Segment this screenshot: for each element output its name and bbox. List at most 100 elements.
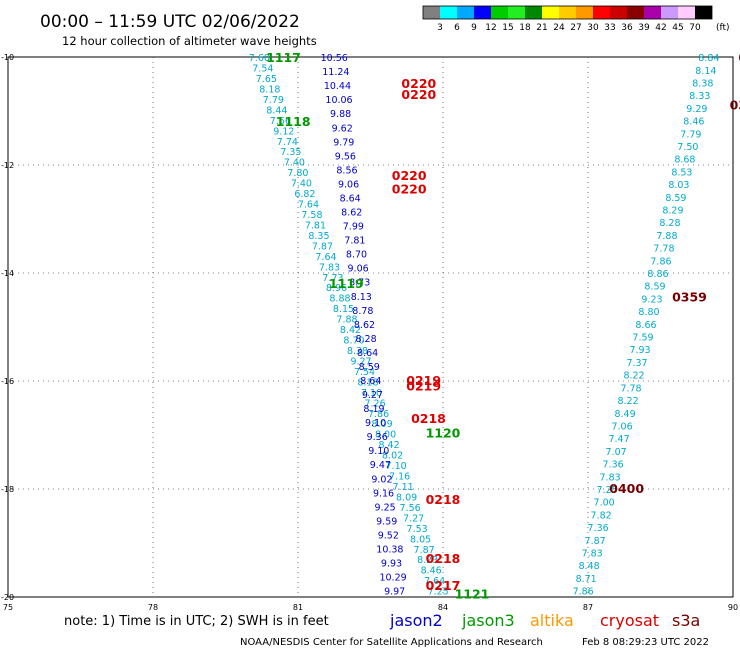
wave-height-value: 7.16: [389, 472, 410, 483]
pass-time-label: 1117: [266, 50, 301, 65]
wave-height-value: 8.42: [340, 325, 361, 336]
wave-height-value: 8.80: [638, 307, 659, 318]
wave-height-value: 8.38: [692, 78, 713, 89]
satellite-legend: jason2 jason3 altika cryosat s3a: [389, 611, 700, 630]
wave-height-value: 9.06: [338, 179, 359, 190]
wave-height-tracks: 7.607.547.658.187.798.447.569.127.747.35…: [249, 53, 720, 598]
wave-height-value: 8.66: [635, 320, 656, 331]
wave-height-value: 7.73: [322, 273, 343, 284]
colorbar-tick-label: 3: [437, 23, 443, 33]
latitude-label: -20: [1, 593, 14, 602]
legend-cryosat: cryosat: [600, 611, 659, 630]
colorbar-swatch: [440, 6, 457, 19]
colorbar-tick-label: 24: [553, 23, 565, 33]
pass-time-label: 0: [738, 50, 740, 65]
wave-height-value: 8.49: [614, 409, 635, 420]
colorbar-swatch: [508, 6, 525, 19]
wave-height-value: 9.88: [330, 109, 351, 120]
colorbar-outline: [422, 5, 713, 20]
wave-height-value: 9.36: [367, 432, 388, 443]
longitude-label: 78: [148, 603, 158, 612]
colorbar-tick-label: 12: [485, 23, 496, 33]
wave-height-value: 7.25: [597, 485, 618, 496]
wave-height-value: 9.25: [375, 502, 396, 513]
wave-height-value: 9.10: [368, 446, 389, 457]
pass-time-label: 0220: [392, 181, 427, 196]
wave-height-value: 7.06: [611, 421, 632, 432]
wave-height-value: 8.70: [343, 336, 364, 347]
wave-height-value: 8.29: [662, 206, 683, 217]
wave-height-value: 7.40: [291, 179, 312, 190]
colorbar-swatch: [661, 6, 678, 19]
wave-height-value: 8.73: [349, 278, 370, 289]
wave-height-value: 7.53: [407, 524, 428, 535]
wave-height-value: 8.53: [671, 167, 692, 178]
colorbar-tick-label: 27: [570, 23, 581, 33]
colorbar-swatch: [491, 6, 508, 19]
colorbar-swatch: [576, 6, 593, 19]
legend-s3a: s3a: [672, 611, 700, 630]
latitude-label: -10: [1, 53, 14, 62]
colorbar-tick-label: 39: [638, 23, 650, 33]
wave-height-value: 8.19: [363, 404, 384, 415]
wave-height-value: 11.24: [322, 67, 349, 78]
wave-height-value: 8.14: [695, 66, 716, 77]
wave-height-value: 8.33: [689, 91, 710, 102]
colorbar-tick-label: 18: [519, 23, 531, 33]
pass-time-label: 0217: [426, 578, 461, 593]
colorbar-tick-label: 15: [502, 23, 513, 33]
latitude-label: -16: [1, 377, 14, 386]
wave-height-value: 8.03: [668, 180, 689, 191]
wave-height-value: 9.27: [350, 356, 371, 367]
wave-height-value: 7.64: [315, 252, 336, 263]
pass-time-label: 0359: [672, 289, 707, 304]
colorbar-tick-label: 30: [587, 23, 599, 33]
wave-height-value: 7.83: [600, 472, 621, 483]
pass-time-label: 1119: [329, 276, 364, 291]
latitude-label: -18: [1, 485, 14, 494]
colorbar-tick-label: 45: [672, 23, 683, 33]
footer-credit: NOAA/NESDIS Center for Satellite Applica…: [240, 637, 543, 648]
pass-time-label: 0218: [426, 551, 461, 566]
wave-height-value: 7.58: [301, 210, 322, 221]
wave-height-value: 7.93: [629, 345, 650, 356]
wave-height-value: 7.99: [343, 222, 364, 233]
wave-height-value: 8.70: [346, 250, 367, 261]
colorbar-tick-label: 33: [604, 23, 615, 33]
wave-height-value: 8.71: [576, 574, 597, 585]
wave-height-value: 7.74: [277, 137, 298, 148]
wave-height-value: 7.81: [305, 220, 326, 231]
colorbar-tick-label: 9: [471, 23, 477, 33]
colorbar-tick-label: 36: [621, 23, 633, 33]
colorbar-swatch: [474, 6, 491, 19]
footer-timestamp: Feb 8 08:29:23 UTC 2022: [582, 637, 709, 648]
colorbar-tick-label: 42: [655, 23, 666, 33]
pass-time-label: 1121: [455, 586, 490, 601]
wave-height-value: 7.40: [284, 158, 305, 169]
wave-height-value: 8.78: [352, 306, 373, 317]
longitude-label: 81: [293, 603, 303, 612]
wave-height-value: 8.59: [665, 193, 686, 204]
wave-height-value: 7.35: [280, 147, 301, 158]
wave-height-value: 10.29: [379, 573, 406, 584]
latitude-label: -12: [1, 161, 14, 170]
wave-height-value: 8.86: [647, 269, 668, 280]
wave-height-value: 8.88: [329, 294, 350, 305]
wave-height-value: 8.15: [333, 304, 354, 315]
wave-height-value: 8.46: [421, 566, 442, 577]
wave-height-value: 7.59: [632, 333, 653, 344]
wave-height-value: 8.84: [698, 53, 719, 64]
wave-height-value: 8.23: [417, 555, 438, 566]
wave-height-value: 7.00: [594, 498, 615, 509]
longitude-labels: 75 78 81 84 87 90: [3, 603, 738, 612]
wave-height-value: 8.62: [341, 208, 362, 219]
colorbar-swatch: [559, 6, 576, 19]
wave-height-value: 8.35: [308, 231, 329, 242]
map-frame: [7, 56, 734, 598]
pass-time-labels: 1117111802200220022002201119021902190218…: [266, 50, 740, 601]
wave-height-value: 7.07: [606, 447, 627, 458]
wave-height-value: 9.16: [373, 488, 394, 499]
colorbar-swatch: [644, 6, 661, 19]
wave-height-value: 7.47: [608, 434, 629, 445]
